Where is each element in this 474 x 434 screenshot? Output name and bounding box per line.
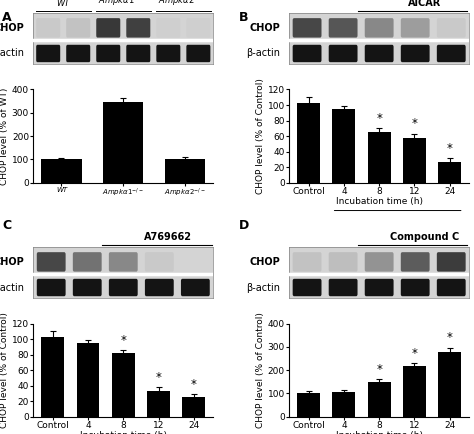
Text: *: * [447,141,453,155]
Text: β-actin: β-actin [0,283,24,293]
Bar [403,138,426,183]
FancyBboxPatch shape [181,279,210,296]
Text: WT: WT [56,0,70,8]
Text: $Ampk\alpha1^{-/-}$: $Ampk\alpha1^{-/-}$ [99,0,148,8]
FancyBboxPatch shape [145,279,174,296]
FancyBboxPatch shape [401,18,429,38]
X-axis label: Incubation time (h): Incubation time (h) [80,431,167,434]
Bar [368,382,391,417]
Text: Compound C: Compound C [390,233,459,243]
FancyBboxPatch shape [401,252,429,272]
Text: D: D [239,219,250,232]
Y-axis label: CHOP level (% of Control): CHOP level (% of Control) [256,78,265,194]
X-axis label: Incubation time (h): Incubation time (h) [336,431,423,434]
Text: CHOP: CHOP [0,23,24,33]
FancyBboxPatch shape [401,45,429,62]
FancyBboxPatch shape [328,45,357,62]
Text: β-actin: β-actin [246,49,280,59]
FancyBboxPatch shape [186,18,210,38]
FancyBboxPatch shape [437,279,465,296]
Bar [368,132,391,183]
FancyBboxPatch shape [437,45,465,62]
FancyBboxPatch shape [292,252,321,272]
FancyBboxPatch shape [145,252,174,272]
FancyBboxPatch shape [73,279,101,296]
FancyBboxPatch shape [365,252,393,272]
FancyBboxPatch shape [73,252,101,272]
FancyBboxPatch shape [36,18,60,38]
Text: CHOP: CHOP [249,23,280,33]
FancyBboxPatch shape [109,252,137,272]
Y-axis label: CHOP level (% of Control): CHOP level (% of Control) [256,312,265,428]
FancyBboxPatch shape [156,45,180,62]
Bar [41,338,64,417]
Text: *: * [120,334,126,347]
Text: β-actin: β-actin [0,49,24,59]
FancyBboxPatch shape [181,252,210,272]
FancyBboxPatch shape [156,18,180,38]
Bar [103,102,143,183]
FancyBboxPatch shape [365,18,393,38]
X-axis label: Incubation time (h): Incubation time (h) [336,197,423,206]
FancyBboxPatch shape [126,18,150,38]
FancyBboxPatch shape [365,45,393,62]
Text: *: * [447,332,453,345]
FancyBboxPatch shape [292,45,321,62]
FancyBboxPatch shape [186,45,210,62]
FancyBboxPatch shape [126,45,150,62]
Y-axis label: CHOP level (% of Control): CHOP level (% of Control) [0,312,9,428]
FancyBboxPatch shape [437,252,465,272]
Text: C: C [2,219,11,232]
FancyBboxPatch shape [401,279,429,296]
FancyBboxPatch shape [96,45,120,62]
Bar [332,109,356,183]
Text: AICAR: AICAR [408,0,441,8]
FancyBboxPatch shape [96,18,120,38]
Bar [77,343,100,417]
Bar [297,393,320,417]
Text: B: B [239,11,249,24]
Bar [438,352,461,417]
FancyBboxPatch shape [328,252,357,272]
FancyBboxPatch shape [328,18,357,38]
Bar [438,161,461,183]
FancyBboxPatch shape [292,279,321,296]
Text: *: * [191,378,197,391]
FancyBboxPatch shape [36,45,60,62]
Text: $Ampk\alpha2^{-/-}$: $Ampk\alpha2^{-/-}$ [158,0,208,8]
Text: *: * [376,112,382,125]
Text: *: * [155,371,162,384]
Bar [403,366,426,417]
FancyBboxPatch shape [37,252,65,272]
Text: *: * [411,347,417,360]
FancyBboxPatch shape [109,279,137,296]
FancyBboxPatch shape [66,45,90,62]
Text: β-actin: β-actin [246,283,280,293]
Bar [332,392,356,417]
FancyBboxPatch shape [292,18,321,38]
Bar [147,391,170,417]
Bar [112,353,135,417]
Y-axis label: CHOP level (% of WT): CHOP level (% of WT) [0,87,9,185]
FancyBboxPatch shape [328,279,357,296]
Text: *: * [376,363,382,376]
FancyBboxPatch shape [437,18,465,38]
Bar [41,159,82,183]
Text: CHOP: CHOP [0,257,24,267]
Text: *: * [411,118,417,131]
Bar [182,397,205,417]
Bar [297,103,320,183]
FancyBboxPatch shape [365,279,393,296]
Text: CHOP: CHOP [249,257,280,267]
FancyBboxPatch shape [37,279,65,296]
Text: A769662: A769662 [144,233,192,243]
Text: A: A [2,11,12,24]
Bar [165,159,205,183]
FancyBboxPatch shape [66,18,90,38]
